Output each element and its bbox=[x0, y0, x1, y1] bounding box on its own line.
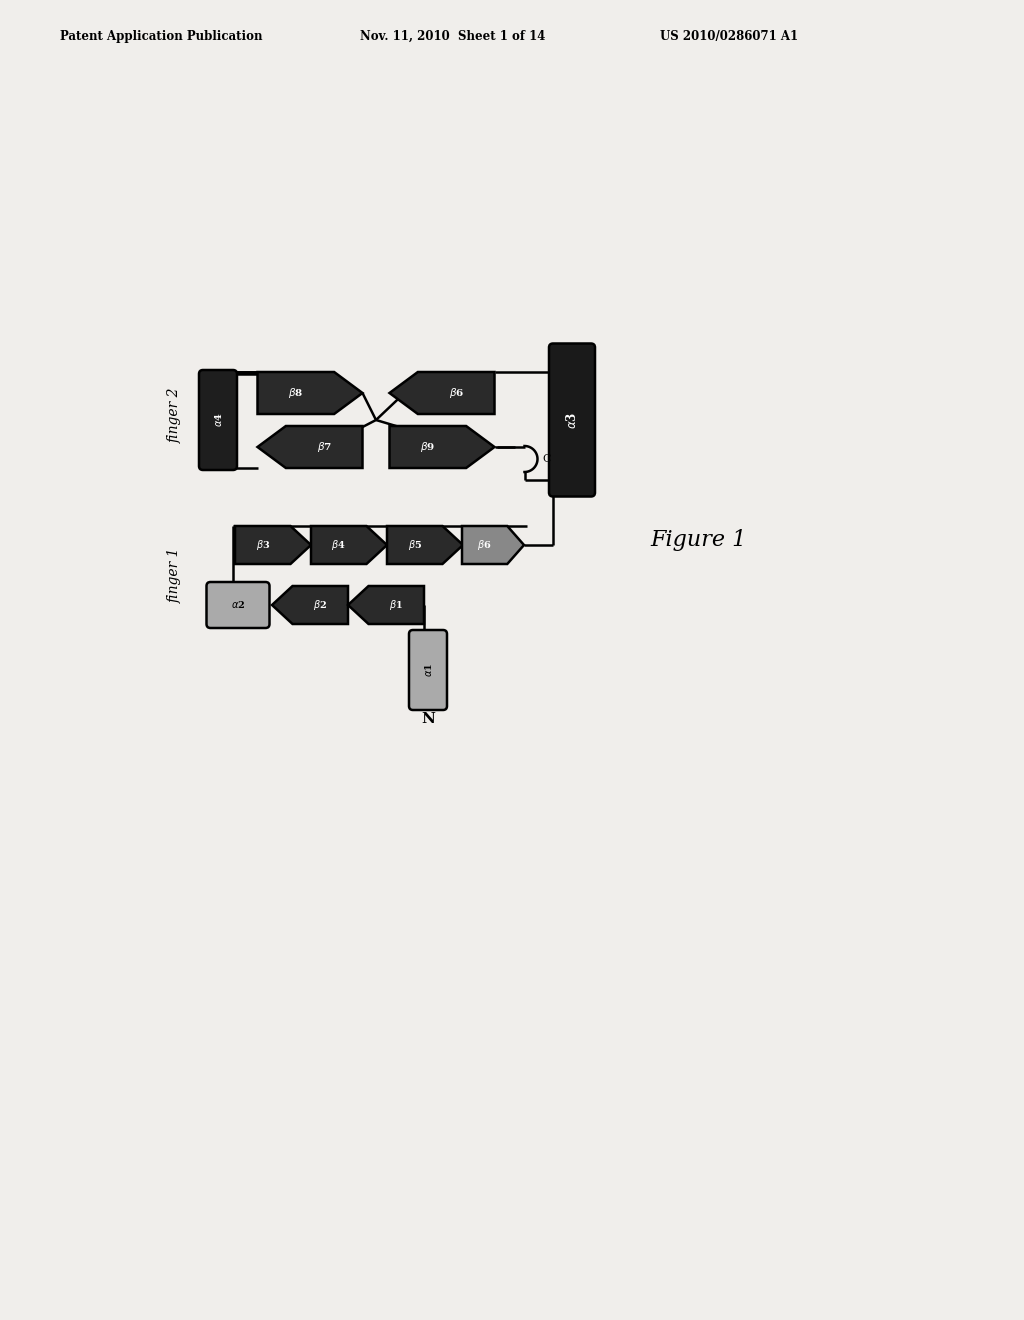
Text: C: C bbox=[543, 454, 551, 465]
Text: $\beta$9: $\beta$9 bbox=[420, 440, 435, 454]
Polygon shape bbox=[348, 586, 424, 624]
Polygon shape bbox=[257, 426, 362, 469]
Polygon shape bbox=[389, 426, 495, 469]
Polygon shape bbox=[462, 525, 524, 564]
Polygon shape bbox=[389, 372, 495, 414]
Polygon shape bbox=[272, 586, 348, 624]
Text: N: N bbox=[421, 711, 435, 726]
Text: finger 1: finger 1 bbox=[168, 548, 182, 603]
Text: $\alpha$1: $\alpha$1 bbox=[423, 663, 433, 677]
Polygon shape bbox=[387, 525, 463, 564]
FancyBboxPatch shape bbox=[409, 630, 447, 710]
FancyBboxPatch shape bbox=[207, 582, 269, 628]
Text: $\beta$8: $\beta$8 bbox=[288, 385, 303, 400]
Text: $\alpha$4: $\alpha$4 bbox=[213, 413, 223, 428]
Text: $\beta$2: $\beta$2 bbox=[313, 598, 328, 612]
Text: $\beta$3: $\beta$3 bbox=[256, 539, 270, 552]
Text: $\alpha$2: $\alpha$2 bbox=[230, 599, 245, 610]
Text: $\beta$4: $\beta$4 bbox=[332, 539, 346, 552]
Text: finger 2: finger 2 bbox=[168, 387, 182, 442]
Text: $\beta$6: $\beta$6 bbox=[477, 539, 492, 552]
Text: $\beta$7: $\beta$7 bbox=[316, 440, 332, 454]
Text: $\beta$1: $\beta$1 bbox=[389, 598, 403, 612]
Text: $\alpha$3: $\alpha$3 bbox=[565, 412, 579, 429]
FancyBboxPatch shape bbox=[199, 370, 237, 470]
Text: $\beta$5: $\beta$5 bbox=[408, 539, 422, 552]
Text: Figure 1: Figure 1 bbox=[650, 529, 746, 550]
Text: US 2010/0286071 A1: US 2010/0286071 A1 bbox=[660, 30, 798, 44]
Text: Nov. 11, 2010  Sheet 1 of 14: Nov. 11, 2010 Sheet 1 of 14 bbox=[360, 30, 546, 44]
Polygon shape bbox=[257, 372, 362, 414]
FancyBboxPatch shape bbox=[549, 343, 595, 496]
Polygon shape bbox=[234, 525, 311, 564]
Text: Patent Application Publication: Patent Application Publication bbox=[60, 30, 262, 44]
Text: $\beta$6: $\beta$6 bbox=[449, 385, 464, 400]
Polygon shape bbox=[311, 525, 387, 564]
